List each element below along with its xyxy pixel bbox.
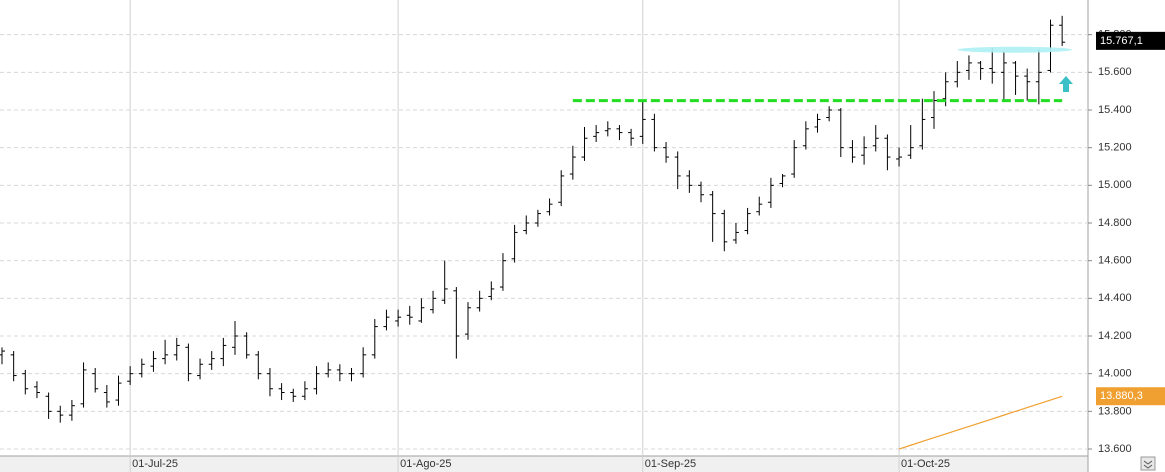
x-axis-strip	[0, 456, 1088, 472]
scroll-icon	[1143, 460, 1153, 469]
y-tick-label: 13.600	[1098, 443, 1132, 455]
last-price-label: 15.767,1	[1100, 35, 1143, 47]
y-tick-label: 14.000	[1098, 368, 1132, 380]
y-tick-label: 14.600	[1098, 255, 1132, 267]
y-tick-label: 15.600	[1098, 66, 1132, 78]
x-tick-label: 01-Jul-25	[132, 458, 178, 470]
y-tick-label: 13.800	[1098, 405, 1132, 417]
highlight	[957, 46, 1073, 53]
y-tick-label: 15.200	[1098, 142, 1132, 154]
y-tick-label: 16.000	[1098, 0, 1132, 3]
moving-average	[898, 395, 1063, 450]
ma-value-box	[1096, 387, 1165, 406]
last-price-box	[1096, 31, 1165, 50]
y-tick-label: 15.400	[1098, 104, 1132, 116]
x-tick-label: 01-Ago-25	[400, 458, 451, 470]
y-tick-label: 14.800	[1098, 217, 1132, 229]
y-tick-label: 14.400	[1098, 292, 1132, 304]
y-tick-label: 15.000	[1098, 179, 1132, 191]
x-tick-label: 01-Sep-25	[645, 458, 696, 470]
ma-value-label: 13.880,3	[1100, 390, 1143, 402]
arrow-up	[1059, 76, 1073, 92]
x-tick-label: 01-Oct-25	[901, 458, 950, 470]
y-tick-label: 14.200	[1098, 330, 1132, 342]
